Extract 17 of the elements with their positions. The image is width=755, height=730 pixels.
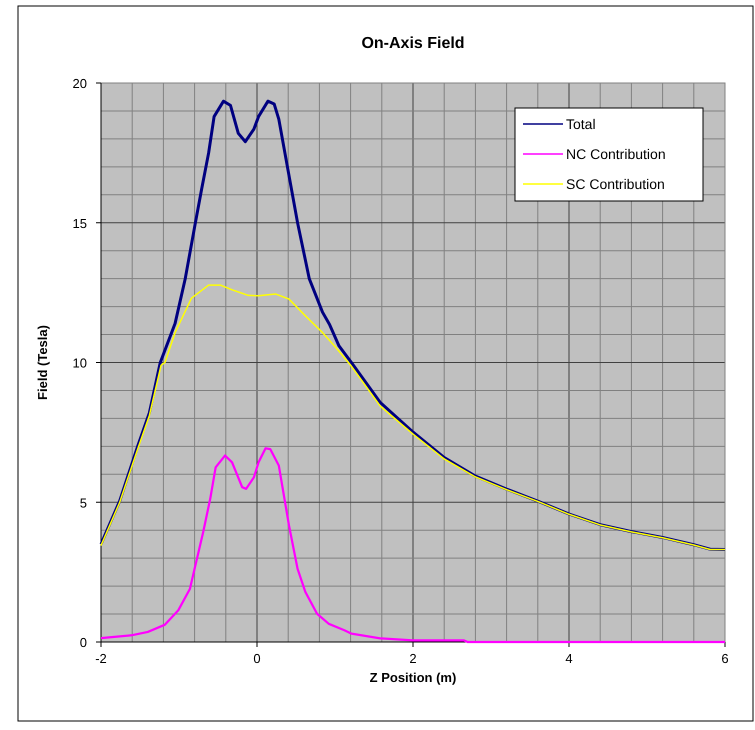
chart-title: On-Axis Field — [361, 35, 465, 52]
x-tick-label: 2 — [409, 651, 417, 666]
legend-label: SC Contribution — [566, 176, 665, 192]
legend-label: NC Contribution — [566, 146, 666, 162]
x-tick-label: 4 — [565, 651, 573, 666]
y-tick-label: 0 — [80, 635, 87, 650]
y-tick-label: 15 — [72, 216, 87, 231]
y-tick-label: 5 — [80, 495, 87, 510]
y-tick-label: 10 — [72, 356, 87, 370]
y-tick-label: 20 — [72, 76, 87, 91]
y-axis-title: Field (Tesla) — [35, 325, 50, 400]
line-series — [100, 284, 726, 550]
x-tick-label: 0 — [253, 651, 261, 666]
x-tick-label: -2 — [95, 651, 107, 666]
x-tick-label: 6 — [721, 651, 729, 666]
x-axis-title: Z Position (m) — [370, 670, 456, 685]
legend-label: Total — [566, 116, 596, 132]
